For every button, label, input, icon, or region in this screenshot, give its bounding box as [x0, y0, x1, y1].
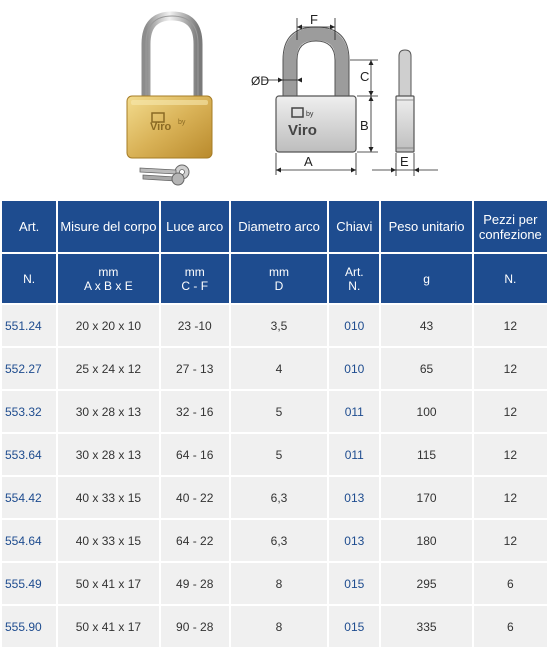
cell-peso: 65 [381, 348, 472, 389]
cell-diametro: 8 [230, 606, 328, 647]
cell-art: 551.24 [2, 305, 57, 346]
header-row-units: N. mm A x B x E mm C - F mm D Art. N. g N. [2, 254, 547, 303]
dim-label-f: F [310, 12, 318, 27]
cell-peso: 100 [381, 391, 472, 432]
cell-art: 553.32 [2, 391, 57, 432]
cell-misure: 30 x 28 x 13 [58, 434, 159, 475]
cell-misure: 40 x 33 x 15 [58, 477, 159, 518]
cell-art: 554.64 [2, 520, 57, 561]
cell-misure: 50 x 41 x 17 [58, 606, 159, 647]
dim-label-c: C [360, 69, 369, 84]
cell-luce: 32 - 16 [160, 391, 229, 432]
unit-header-chiavi: Art. N. [329, 254, 380, 303]
spec-table: Art. Misure del corpo Luce arco Diametro… [0, 199, 549, 649]
cell-chiavi: 011 [329, 391, 380, 432]
col-header-chiavi: Chiavi [329, 201, 380, 252]
cell-peso: 180 [381, 520, 472, 561]
cell-misure: 25 x 24 x 12 [58, 348, 159, 389]
unit-header-luce: mm C - F [160, 254, 229, 303]
cell-luce: 27 - 13 [160, 348, 229, 389]
cell-chiavi: 015 [329, 563, 380, 604]
cell-art: 553.64 [2, 434, 57, 475]
table-row: 555.90 50 x 41 x 17 90 - 28 8 015 335 6 [2, 606, 547, 647]
dim-label-b: B [360, 118, 369, 133]
cell-peso: 170 [381, 477, 472, 518]
cell-misure: 40 x 33 x 15 [58, 520, 159, 561]
col-header-pezzi: Pezzi per confezione [473, 201, 547, 252]
cell-art: 554.42 [2, 477, 57, 518]
cell-chiavi: 013 [329, 520, 380, 561]
col-header-diametro: Diametro arco [230, 201, 328, 252]
cell-luce: 64 - 16 [160, 434, 229, 475]
cell-misure: 20 x 20 x 10 [58, 305, 159, 346]
cell-misure: 50 x 41 x 17 [58, 563, 159, 604]
cell-art: 555.90 [2, 606, 57, 647]
unit-header-diametro: mm D [230, 254, 328, 303]
col-header-art: Art. [2, 201, 57, 252]
unit-header-pezzi: N. [473, 254, 547, 303]
table-row: 555.49 50 x 41 x 17 49 - 28 8 015 295 6 [2, 563, 547, 604]
table-row: 554.64 40 x 33 x 15 64 - 22 6,3 013 180 … [2, 520, 547, 561]
front-technical-drawing: by Viro F ØD C B A [251, 12, 378, 175]
cell-chiavi: 010 [329, 348, 380, 389]
cell-pezzi: 12 [473, 520, 547, 561]
cell-peso: 43 [381, 305, 472, 346]
table-row: 553.64 30 x 28 x 13 64 - 16 5 011 115 12 [2, 434, 547, 475]
cell-diametro: 5 [230, 434, 328, 475]
cell-luce: 49 - 28 [160, 563, 229, 604]
table-row: 554.42 40 x 33 x 15 40 - 22 6,3 013 170 … [2, 477, 547, 518]
cell-pezzi: 6 [473, 563, 547, 604]
cell-pezzi: 12 [473, 434, 547, 475]
cell-pezzi: 12 [473, 348, 547, 389]
unit-header-peso: g [381, 254, 472, 303]
unit-header-art: N. [2, 254, 57, 303]
product-figure: Viro by by Viro [0, 0, 549, 197]
cell-peso: 115 [381, 434, 472, 475]
cell-art: 552.27 [2, 348, 57, 389]
table-row: 553.32 30 x 28 x 13 32 - 16 5 011 100 12 [2, 391, 547, 432]
drawing-logo-text: Viro [288, 122, 317, 139]
cell-chiavi: 013 [329, 477, 380, 518]
cell-pezzi: 6 [473, 606, 547, 647]
cell-peso: 295 [381, 563, 472, 604]
cell-luce: 23 -10 [160, 305, 229, 346]
cell-diametro: 3,5 [230, 305, 328, 346]
cell-chiavi: 010 [329, 305, 380, 346]
side-technical-drawing: E [372, 49, 438, 176]
cell-luce: 64 - 22 [160, 520, 229, 561]
svg-text:by: by [306, 111, 314, 118]
cell-pezzi: 12 [473, 305, 547, 346]
col-header-misure: Misure del corpo [58, 201, 159, 252]
padlock-photo: Viro by [126, 11, 213, 186]
header-row-titles: Art. Misure del corpo Luce arco Diametro… [2, 201, 547, 252]
cell-misure: 30 x 28 x 13 [58, 391, 159, 432]
dim-label-a: A [304, 154, 313, 169]
col-header-luce: Luce arco [160, 201, 229, 252]
dim-label-e: E [400, 154, 409, 169]
svg-text:by: by [178, 119, 186, 126]
cell-chiavi: 015 [329, 606, 380, 647]
cell-luce: 40 - 22 [160, 477, 229, 518]
cell-luce: 90 - 28 [160, 606, 229, 647]
cell-diametro: 6,3 [230, 520, 328, 561]
photo-logo-text: Viro [150, 121, 171, 133]
cell-art: 555.49 [2, 563, 57, 604]
cell-pezzi: 12 [473, 477, 547, 518]
cell-peso: 335 [381, 606, 472, 647]
dim-label-d: ØD [251, 74, 269, 88]
col-header-peso: Peso unitario [381, 201, 472, 252]
cell-diametro: 6,3 [230, 477, 328, 518]
keys-icon [139, 164, 190, 186]
cell-diametro: 8 [230, 563, 328, 604]
cell-pezzi: 12 [473, 391, 547, 432]
cell-chiavi: 011 [329, 434, 380, 475]
table-row: 551.24 20 x 20 x 10 23 -10 3,5 010 43 12 [2, 305, 547, 346]
unit-header-misure: mm A x B x E [58, 254, 159, 303]
cell-diametro: 4 [230, 348, 328, 389]
table-row: 552.27 25 x 24 x 12 27 - 13 4 010 65 12 [2, 348, 547, 389]
cell-diametro: 5 [230, 391, 328, 432]
